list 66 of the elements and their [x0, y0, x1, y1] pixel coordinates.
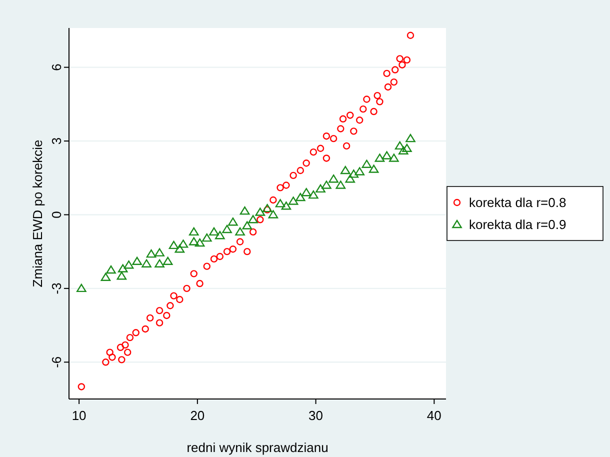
- x-tick-label: 10: [72, 408, 86, 423]
- point: [132, 256, 142, 266]
- point: [281, 202, 292, 210]
- point: [374, 154, 385, 162]
- point: [255, 208, 266, 216]
- x-tick-label: 20: [190, 408, 205, 423]
- point: [336, 180, 346, 189]
- point: [174, 244, 185, 253]
- point: [194, 238, 205, 247]
- point: [146, 249, 156, 258]
- point: [406, 134, 416, 142]
- point: [348, 170, 359, 178]
- point: [362, 160, 372, 168]
- point: [345, 174, 356, 183]
- point: [240, 206, 250, 215]
- point: [262, 204, 272, 212]
- y-tick-label: 3: [49, 137, 64, 145]
- point: [308, 190, 318, 199]
- x-tick-label: 40: [426, 408, 442, 423]
- point: [301, 188, 312, 196]
- point: [106, 265, 116, 274]
- y-tick-label: -6: [49, 356, 64, 368]
- point: [248, 215, 258, 224]
- point: [296, 192, 306, 202]
- point: [268, 210, 278, 218]
- y-tick-label: 0: [49, 211, 64, 218]
- point: [242, 221, 252, 230]
- x-axis-title: redni wynik sprawdzianu: [186, 440, 328, 455]
- point: [76, 284, 86, 292]
- point: [394, 141, 405, 150]
- y-tick-label: 6: [49, 64, 64, 71]
- x-tick-label: 30: [308, 408, 324, 423]
- point: [178, 240, 188, 248]
- point: [202, 233, 212, 242]
- y-tick-label: -3: [49, 282, 64, 294]
- point: [154, 259, 164, 268]
- point: [188, 227, 199, 236]
- legend-label: korekta dla r=0.9: [469, 217, 566, 232]
- point: [162, 256, 173, 266]
- y-axis-title: Zmiana EWD po korekcie: [30, 140, 45, 288]
- point: [188, 237, 199, 246]
- point: [354, 167, 364, 176]
- point: [154, 248, 164, 256]
- point: [389, 154, 399, 162]
- point: [124, 260, 134, 269]
- point: [316, 184, 326, 193]
- point: [116, 272, 127, 280]
- point: [215, 231, 225, 240]
- point: [328, 174, 338, 183]
- point: [142, 259, 152, 268]
- point: [368, 164, 379, 173]
- point: [235, 227, 245, 236]
- point: [322, 180, 332, 189]
- point: [275, 199, 286, 208]
- point: [288, 196, 298, 205]
- point: [222, 224, 232, 234]
- point: [382, 151, 392, 160]
- point: [168, 240, 179, 250]
- legend-label: korekta dla r=0.8: [469, 195, 566, 210]
- point: [118, 264, 128, 272]
- point: [209, 227, 219, 236]
- point: [340, 166, 350, 174]
- point: [402, 144, 412, 152]
- point: [398, 146, 408, 154]
- point: [228, 218, 238, 226]
- point: [100, 272, 111, 281]
